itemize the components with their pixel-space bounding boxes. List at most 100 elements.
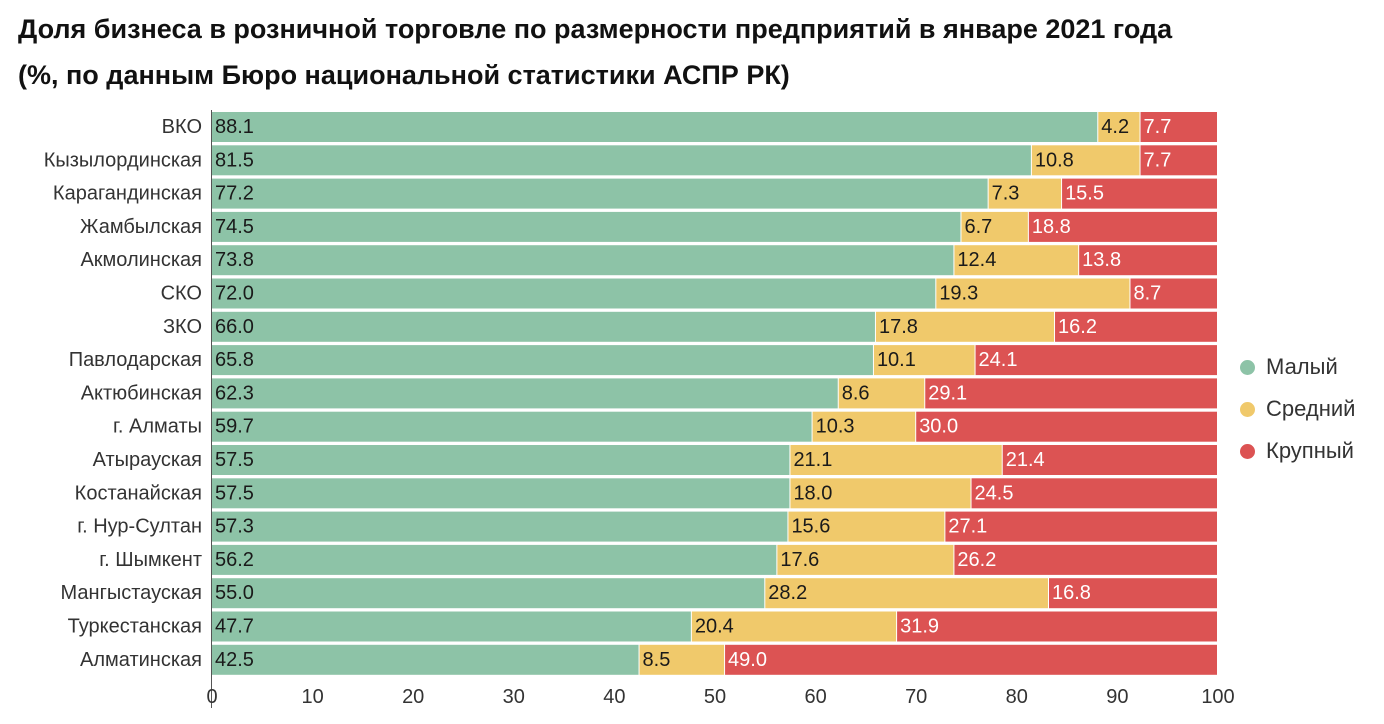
bar-segment-small xyxy=(212,278,936,309)
data-label-large: 30.0 xyxy=(919,416,958,438)
data-label-small: 47.7 xyxy=(215,616,254,638)
bar-segment-large xyxy=(1028,211,1217,242)
data-label-small: 77.2 xyxy=(215,183,254,205)
legend-label-small: Малый xyxy=(1266,354,1338,379)
data-label-small: 88.1 xyxy=(215,116,254,138)
category-label: Кызылординская xyxy=(44,149,202,171)
category-label: Жамбылская xyxy=(80,216,202,238)
chart-title-line-2: (%, по данным Бюро национальной статисти… xyxy=(18,60,790,90)
bar-segment-medium xyxy=(873,345,975,376)
bar-segment-small xyxy=(212,378,838,409)
bar-segment-medium xyxy=(790,445,1002,475)
category-label: ВКО xyxy=(162,116,202,138)
data-label-small: 65.8 xyxy=(215,349,254,371)
legend-item-small: Малый xyxy=(1240,346,1355,388)
bar-segment-small xyxy=(212,345,873,376)
x-tick-label: 80 xyxy=(1006,686,1028,708)
x-tick-label: 60 xyxy=(804,686,826,708)
data-label-large: 24.1 xyxy=(979,349,1018,371)
data-label-large: 16.2 xyxy=(1058,316,1097,338)
data-label-medium: 17.8 xyxy=(879,316,918,338)
bar-segment-small xyxy=(212,644,639,675)
data-label-medium: 8.5 xyxy=(643,649,671,671)
data-label-medium: 17.6 xyxy=(780,549,819,571)
data-label-large: 26.2 xyxy=(957,549,996,571)
bar-segment-medium xyxy=(1031,145,1140,176)
bar-segment-medium xyxy=(639,644,725,675)
bar-segment-small xyxy=(212,178,988,209)
x-tick-label: 90 xyxy=(1106,686,1128,708)
bar-segment-medium xyxy=(954,245,1079,276)
bar-segment-large xyxy=(1055,311,1217,342)
data-label-small: 59.7 xyxy=(215,416,254,438)
bar-segment-small xyxy=(212,211,961,242)
data-label-large: 13.8 xyxy=(1082,249,1121,271)
bar-segment-medium xyxy=(788,511,945,542)
data-label-small: 55.0 xyxy=(215,582,254,604)
data-label-medium: 8.6 xyxy=(842,382,870,404)
x-tick-label: 0 xyxy=(206,686,217,708)
bar-segment-medium xyxy=(790,478,971,509)
bar-segment-small xyxy=(212,245,954,276)
x-tick-label: 10 xyxy=(301,686,323,708)
legend-item-large: Крупный xyxy=(1240,430,1355,472)
legend-label-large: Крупный xyxy=(1266,438,1354,463)
data-label-large: 7.7 xyxy=(1144,116,1172,138)
bar-segment-small xyxy=(212,578,765,609)
bar-segment-medium xyxy=(875,311,1055,342)
data-label-large: 8.7 xyxy=(1133,283,1161,305)
data-label-small: 66.0 xyxy=(215,316,254,338)
bar-segment-large xyxy=(916,411,1217,442)
bar-segment-large xyxy=(1002,445,1217,475)
data-label-large: 27.1 xyxy=(948,516,987,538)
bar-segment-large xyxy=(725,644,1217,675)
bar-segment-large xyxy=(897,611,1217,642)
data-label-small: 73.8 xyxy=(215,249,254,271)
data-label-medium: 10.3 xyxy=(816,416,855,438)
data-label-medium: 6.7 xyxy=(964,216,992,238)
bar-segment-large xyxy=(1062,178,1217,209)
data-label-medium: 7.3 xyxy=(992,183,1020,205)
data-label-large: 21.4 xyxy=(1006,449,1045,471)
data-label-small: 57.5 xyxy=(215,449,254,471)
bar-segment-medium xyxy=(838,378,925,409)
data-label-large: 49.0 xyxy=(728,649,767,671)
bar-segment-large xyxy=(1079,245,1217,276)
bar-segment-medium xyxy=(961,211,1028,242)
bar-segment-small xyxy=(212,445,790,475)
category-label: СКО xyxy=(161,283,202,305)
category-label: Актюбинская xyxy=(81,382,202,404)
category-label: Костанайская xyxy=(75,482,202,504)
bar-segment-medium xyxy=(1098,112,1140,142)
data-label-large: 31.9 xyxy=(900,616,939,638)
data-label-large: 16.8 xyxy=(1052,582,1091,604)
data-label-medium: 4.2 xyxy=(1101,116,1129,138)
bar-segment-small xyxy=(212,411,812,442)
data-label-small: 57.3 xyxy=(215,516,254,538)
bar-segment-small xyxy=(212,145,1031,176)
data-label-medium: 28.2 xyxy=(768,582,807,604)
bar-segment-large xyxy=(954,544,1217,575)
bar-segment-small xyxy=(212,112,1098,142)
data-label-small: 74.5 xyxy=(215,216,254,238)
data-label-large: 15.5 xyxy=(1065,183,1104,205)
legend-swatch-large xyxy=(1240,443,1255,459)
data-label-medium: 20.4 xyxy=(695,616,734,638)
category-label: Алматинская xyxy=(80,649,202,671)
x-tick-label: 30 xyxy=(503,686,525,708)
data-label-small: 56.2 xyxy=(215,549,254,571)
chart-title: Доля бизнеса в розничной торговле по раз… xyxy=(18,6,1358,98)
bar-segment-large xyxy=(945,511,1217,542)
bar-segment-large xyxy=(1140,112,1217,142)
bar-segment-large xyxy=(1048,578,1217,609)
bar-segment-large xyxy=(1140,145,1217,176)
bar-segment-large xyxy=(975,345,1217,376)
category-label: г. Алматы xyxy=(113,416,202,438)
bar-segment-large xyxy=(1130,278,1217,309)
category-label: Павлодарская xyxy=(69,349,202,371)
data-label-medium: 19.3 xyxy=(939,283,978,305)
data-label-small: 72.0 xyxy=(215,283,254,305)
legend-swatch-medium xyxy=(1240,401,1255,417)
data-label-small: 42.5 xyxy=(215,649,254,671)
